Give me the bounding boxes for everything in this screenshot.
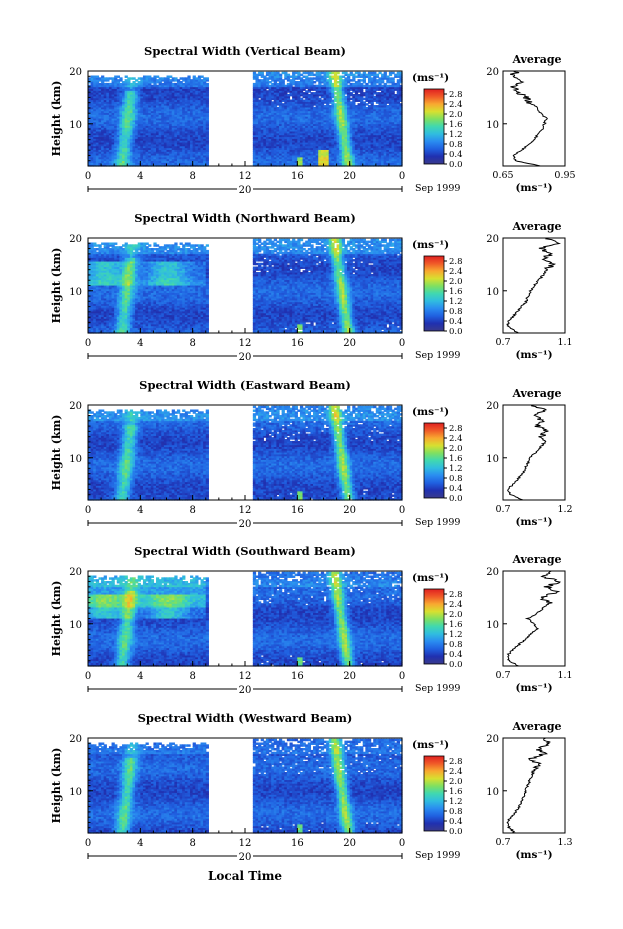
figure: Spectral Width (Vertical Beam)1020Height… — [0, 0, 623, 929]
panel-1: Spectral Width (Vertical Beam)1020Height… — [50, 44, 576, 196]
heatmap-cell — [119, 77, 122, 79]
heatmap — [88, 72, 403, 167]
panel-title: Spectral Width (Vertical Beam) — [144, 44, 346, 58]
